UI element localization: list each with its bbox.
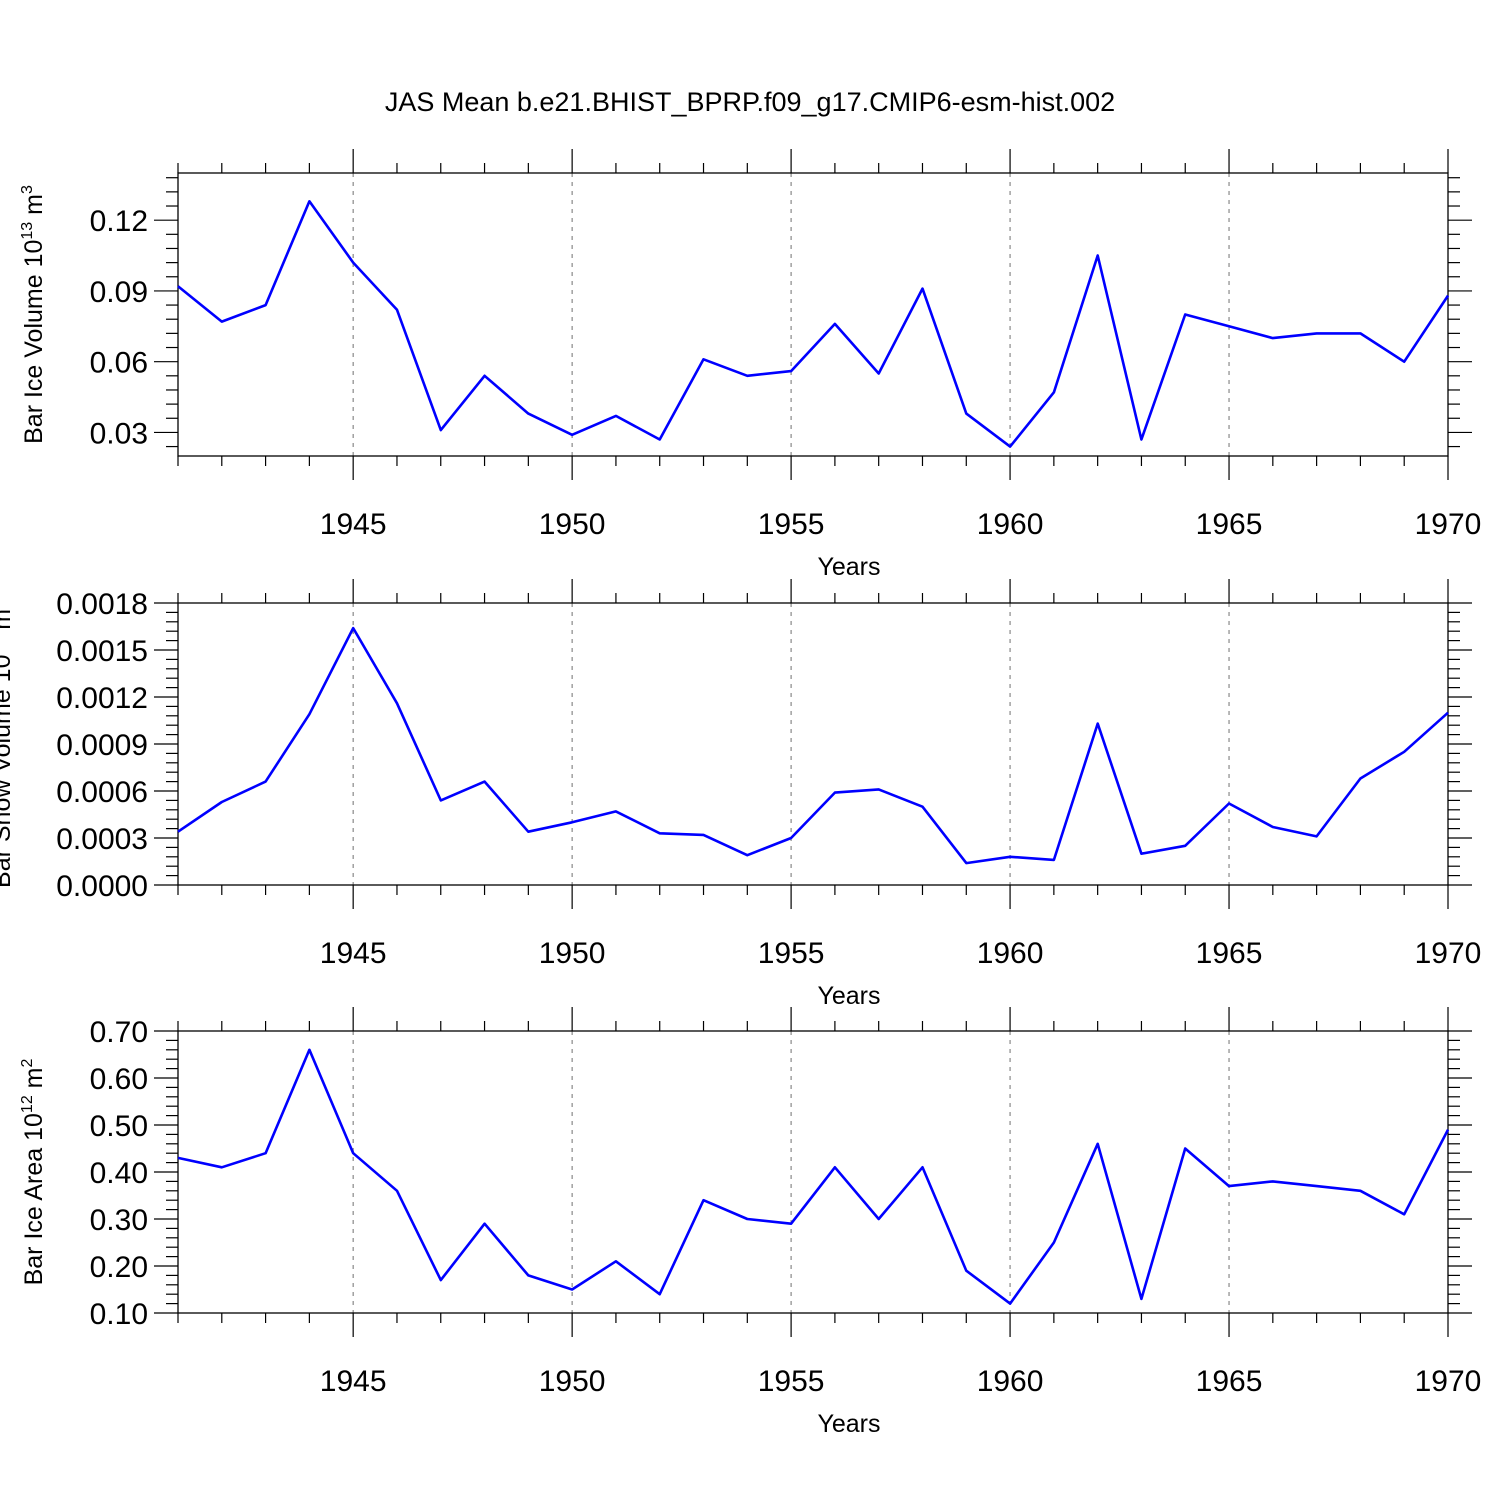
x-tick-label: 1965	[1196, 508, 1263, 541]
panels: 0.03 0.06 0.09 0.12 1945 1950 1955 1960 1965 1970…	[0, 149, 1481, 1438]
x-tick-label: 1960	[977, 937, 1044, 970]
y-axis-label: Bar Ice Area 1012 m2	[19, 1059, 48, 1286]
x-axis-label: Years	[817, 982, 880, 1010]
y-tick-label: 0.50	[90, 1110, 148, 1143]
chart-panel-3: 0.10 0.20 0.30 0.40 0.50 0.60 0.70 1945 1950 1955…	[19, 1007, 1481, 1438]
y-axis-label-part: m	[0, 609, 16, 637]
x-tick-label: 1950	[539, 508, 606, 541]
x-tick-label: 1965	[1196, 937, 1263, 970]
y-tick-label: 0.60	[90, 1063, 148, 1096]
y-tick-label: 0.12	[90, 205, 148, 238]
x-tick-label: 1955	[758, 1365, 825, 1398]
x-tick-label: 1970	[1415, 937, 1482, 970]
y-axis-label-superscript: 13	[19, 222, 36, 240]
x-tick-label: 1970	[1415, 508, 1482, 541]
x-tick-label: 1955	[758, 937, 825, 970]
y-axis-label-part: Bar Snow Volume 10	[0, 655, 16, 888]
plot-frame	[177, 602, 1449, 886]
y-axis-label: Bar Snow Volume 1013 m3	[0, 600, 16, 888]
y-tick-label: 0.0012	[56, 682, 148, 715]
x-tick-label: 1945	[320, 1365, 387, 1398]
x-tick-label: 1955	[758, 508, 825, 541]
x-tick-label: 1960	[977, 508, 1044, 541]
x-axis-label: Years	[817, 553, 880, 581]
y-axis-label-superscript: 12	[19, 1095, 36, 1113]
x-tick-label: 1960	[977, 1365, 1044, 1398]
y-tick-label: 0.09	[90, 276, 148, 309]
y-axis-label-clip: Bar Snow Volume 1013 m3	[0, 600, 16, 888]
x-tick-label: 1965	[1196, 1365, 1263, 1398]
y-tick-label: 0.70	[90, 1016, 148, 1049]
y-tick-label: 0.40	[90, 1157, 148, 1190]
y-tick-label: 0.06	[90, 347, 148, 380]
y-axis-label-superscript: 3	[19, 185, 36, 194]
y-tick-label: 0.0006	[56, 776, 148, 809]
y-axis-label: Bar Ice Volume 1013 m3	[19, 185, 48, 444]
y-axis-label-part: Bar Ice Area 10	[20, 1113, 48, 1285]
x-axis-label: Years	[817, 1410, 880, 1438]
y-tick-label: 0.0009	[56, 729, 148, 762]
y-tick-label: 0.0018	[56, 588, 148, 621]
y-axis-label-part: m	[20, 1068, 48, 1096]
y-axis-label-part: Bar Ice Volume 10	[20, 240, 48, 444]
series-line	[177, 626, 1449, 865]
series-line	[177, 1048, 1450, 1305]
y-tick-label: 0.0003	[56, 823, 148, 856]
y-tick-label: 0.30	[90, 1204, 148, 1237]
chart-panel-2: 0.0000 0.0003 0.0006 0.0009 0.0012 0.0015 0.00…	[0, 579, 1481, 1010]
x-tick-label: 1945	[320, 937, 387, 970]
x-tick-label: 1945	[320, 508, 387, 541]
x-tick-label: 1950	[539, 1365, 606, 1398]
plot-frame	[177, 1030, 1449, 1314]
y-tick-label: 0.0015	[56, 635, 148, 668]
y-tick-label: 0.20	[90, 1251, 148, 1284]
y-tick-label: 0.10	[90, 1298, 148, 1331]
x-tick-label: 1970	[1415, 1365, 1482, 1398]
series-line	[177, 200, 1450, 448]
y-tick-label: 0.03	[90, 417, 148, 450]
y-axis-label-superscript: 3	[0, 600, 4, 609]
x-tick-label: 1950	[539, 937, 606, 970]
chart-panel-1: 0.03 0.06 0.09 0.12 1945 1950 1955 1960 1965 1970…	[19, 149, 1481, 581]
y-axis-label-part: m	[20, 194, 48, 222]
y-axis-label-superscript: 2	[19, 1059, 36, 1068]
chart-title: JAS Mean b.e21.BHIST_BPRP.f09_g17.CMIP6-…	[385, 87, 1115, 117]
plot-frame	[177, 172, 1449, 457]
y-axis-label-superscript: 13	[0, 637, 4, 655]
y-tick-label: 0.0000	[56, 870, 148, 903]
